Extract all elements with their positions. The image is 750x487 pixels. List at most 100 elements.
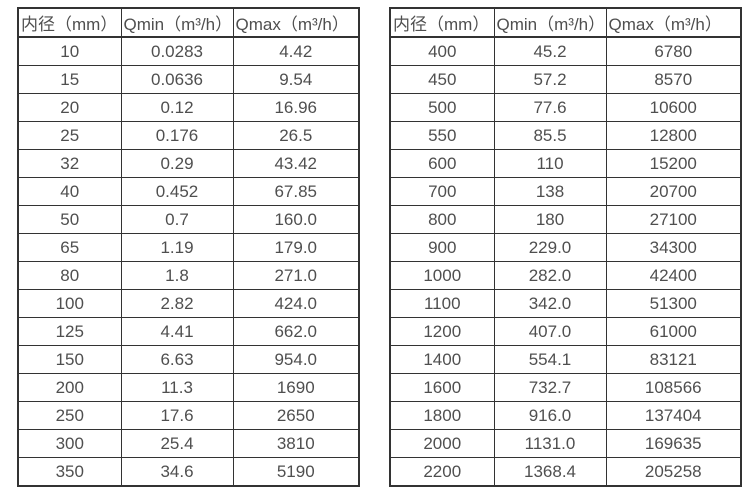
table-cell: 6780 [605, 36, 742, 66]
table-cell: 1400 [389, 345, 495, 374]
table-row: 200 11.3 1690 [17, 373, 360, 402]
table-cell: 85.5 [493, 121, 607, 150]
table-cell: 32 [17, 149, 122, 178]
table-cell: 9.54 [232, 65, 360, 94]
table-cell: 0.176 [120, 121, 234, 150]
table-cell: 6.63 [120, 345, 234, 374]
table-cell: 20 [17, 93, 122, 122]
table-cell: 34300 [605, 233, 742, 262]
table-cell: 271.0 [232, 261, 360, 290]
header-row: 内径（mm） Qmin（m³/h） Qmax（m³/h） [389, 7, 742, 38]
column-header-inner-diameter: 内径（mm） [389, 7, 495, 38]
table-row: 600 110 15200 [389, 149, 742, 178]
table-cell: 110 [493, 149, 607, 178]
table-row: 1400 554.1 83121 [389, 345, 742, 374]
table-cell: 34.6 [120, 457, 234, 487]
table-cell: 10600 [605, 93, 742, 122]
table-cell: 424.0 [232, 289, 360, 318]
table-cell: 51300 [605, 289, 742, 318]
table-cell: 5190 [232, 457, 360, 487]
table-cell: 800 [389, 205, 495, 234]
flow-table-large-diameters: 内径（mm） Qmin（m³/h） Qmax（m³/h） 400 45.2 6780… [389, 7, 742, 487]
table-cell: 554.1 [493, 345, 607, 374]
table-cell: 0.452 [120, 177, 234, 206]
table-cell: 200 [17, 373, 122, 402]
column-header-qmax: Qmax（m³/h） [605, 7, 742, 38]
table-cell: 0.12 [120, 93, 234, 122]
table-cell: 27100 [605, 205, 742, 234]
table-row: 32 0.29 43.42 [17, 149, 360, 178]
table-cell: 1800 [389, 401, 495, 430]
table-row: 450 57.2 8570 [389, 65, 742, 94]
table-row: 1000 282.0 42400 [389, 261, 742, 290]
table-cell: 732.7 [493, 373, 607, 402]
table-cell: 77.6 [493, 93, 607, 122]
table-cell: 160.0 [232, 205, 360, 234]
table-cell: 150 [17, 345, 122, 374]
table-cell: 42400 [605, 261, 742, 290]
table-cell: 0.29 [120, 149, 234, 178]
column-header-qmin: Qmin（m³/h） [120, 7, 234, 38]
table-row: 1100 342.0 51300 [389, 289, 742, 318]
table-row: 1800 916.0 137404 [389, 401, 742, 430]
table-cell: 80 [17, 261, 122, 290]
tables-container: 内径（mm） Qmin（m³/h） Qmax（m³/h） 10 0.0283 4.4… [17, 7, 750, 487]
table-cell: 2000 [389, 429, 495, 458]
table-cell: 205258 [605, 457, 742, 487]
table-cell: 954.0 [232, 345, 360, 374]
table-cell: 1.19 [120, 233, 234, 262]
table-row: 250 17.6 2650 [17, 401, 360, 430]
table-row: 10 0.0283 4.42 [17, 36, 360, 66]
table-cell: 900 [389, 233, 495, 262]
table-cell: 550 [389, 121, 495, 150]
table-cell: 25 [17, 121, 122, 150]
table-cell: 40 [17, 177, 122, 206]
table-cell: 0.0283 [120, 36, 234, 66]
column-header-inner-diameter: 内径（mm） [17, 7, 122, 38]
table-cell: 50 [17, 205, 122, 234]
table-cell: 10 [17, 36, 122, 66]
table-cell: 229.0 [493, 233, 607, 262]
table-cell: 15200 [605, 149, 742, 178]
table-cell: 2.82 [120, 289, 234, 318]
table-cell: 1100 [389, 289, 495, 318]
table-cell: 26.5 [232, 121, 360, 150]
table-cell: 916.0 [493, 401, 607, 430]
table-cell: 407.0 [493, 317, 607, 346]
table-cell: 1368.4 [493, 457, 607, 487]
table-cell: 2650 [232, 401, 360, 430]
table-cell: 12800 [605, 121, 742, 150]
table-row: 150 6.63 954.0 [17, 345, 360, 374]
table-cell: 600 [389, 149, 495, 178]
table-cell: 250 [17, 401, 122, 430]
table-cell: 1.8 [120, 261, 234, 290]
table-cell: 1690 [232, 373, 360, 402]
table-cell: 11.3 [120, 373, 234, 402]
flow-table-small-diameters: 内径（mm） Qmin（m³/h） Qmax（m³/h） 10 0.0283 4.4… [17, 7, 360, 487]
table-cell: 0.0636 [120, 65, 234, 94]
table-cell: 700 [389, 177, 495, 206]
table-cell: 1200 [389, 317, 495, 346]
table-cell: 25.4 [120, 429, 234, 458]
table-row: 2000 1131.0 169635 [389, 429, 742, 458]
table-cell: 15 [17, 65, 122, 94]
table-cell: 179.0 [232, 233, 360, 262]
table-cell: 61000 [605, 317, 742, 346]
table-row: 15 0.0636 9.54 [17, 65, 360, 94]
table-body: 400 45.2 6780 450 57.2 8570 500 77.6 10600 550 85.… [389, 36, 742, 487]
table-cell: 180 [493, 205, 607, 234]
table-cell: 1131.0 [493, 429, 607, 458]
table-row: 400 45.2 6780 [389, 36, 742, 66]
table-row: 550 85.5 12800 [389, 121, 742, 150]
table-cell: 65 [17, 233, 122, 262]
table-cell: 282.0 [493, 261, 607, 290]
table-cell: 16.96 [232, 93, 360, 122]
table-row: 20 0.12 16.96 [17, 93, 360, 122]
table-body: 10 0.0283 4.42 15 0.0636 9.54 20 0.12 16.96 25 0.1… [17, 36, 360, 487]
table-cell: 4.42 [232, 36, 360, 66]
table-cell: 83121 [605, 345, 742, 374]
table-cell: 17.6 [120, 401, 234, 430]
table-row: 125 4.41 662.0 [17, 317, 360, 346]
table-row: 65 1.19 179.0 [17, 233, 360, 262]
